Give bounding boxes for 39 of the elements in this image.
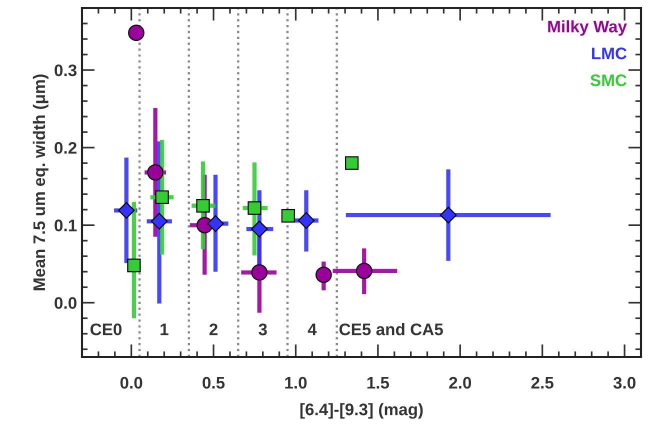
x-tick-label: 2.5	[531, 376, 554, 389]
point	[196, 198, 210, 213]
annotation: 1	[160, 324, 168, 336]
x-tick-label: 2.0	[449, 376, 472, 389]
x-axis-title: [6.4]-[9.3] (mag)	[300, 403, 423, 419]
y-tick-label: 0.0	[54, 297, 76, 309]
point	[128, 24, 144, 42]
point	[207, 215, 224, 232]
point	[251, 264, 268, 281]
point	[248, 201, 262, 215]
text: SMC	[590, 74, 627, 86]
text: LMC	[592, 48, 627, 60]
point	[298, 212, 315, 229]
y-axis-title: Mean 7.5 um eq. width (μm)	[32, 74, 48, 290]
point	[281, 209, 295, 223]
y-tick-label: 0.3	[54, 64, 77, 76]
point	[344, 156, 359, 170]
point	[127, 258, 141, 272]
point	[147, 164, 164, 181]
x-tick-label: 3.0	[613, 376, 636, 389]
point	[356, 262, 372, 280]
point	[118, 202, 135, 219]
x-tick-label: 1.0	[285, 376, 307, 389]
annotation: CE0	[90, 323, 122, 336]
point	[250, 220, 268, 238]
point	[315, 266, 332, 283]
annotation: 4	[308, 324, 317, 336]
x-tick-label: 0.5	[202, 376, 225, 389]
y-tick-label: 0.1	[54, 220, 77, 232]
point	[150, 212, 168, 230]
text: Milky Way	[548, 20, 627, 36]
point	[155, 190, 169, 204]
annotation: CE5 and CA5	[339, 323, 443, 336]
annotation: 2	[209, 323, 218, 336]
x-tick-label: 1.5	[367, 377, 390, 389]
x-tick-label: 0.0	[120, 376, 142, 389]
annotation: 3	[258, 323, 267, 336]
y-tick-label: 0.2	[54, 142, 76, 154]
point	[440, 206, 457, 224]
